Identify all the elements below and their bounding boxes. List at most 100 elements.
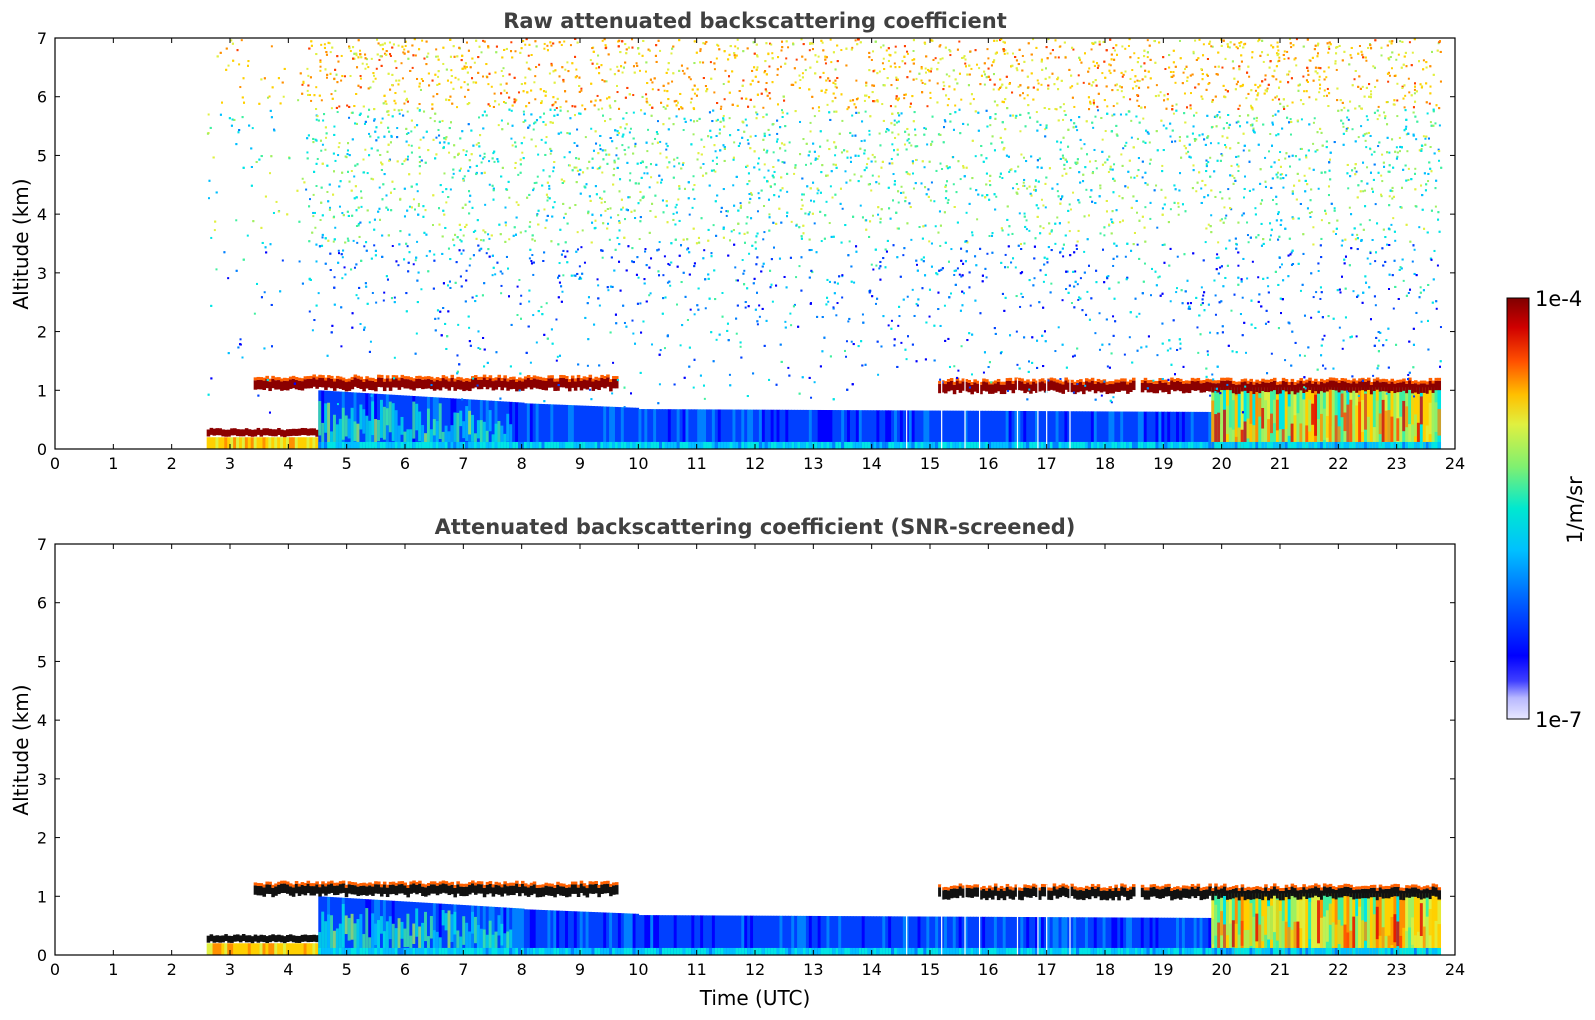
cloud-layer: [573, 381, 578, 391]
cloud-edge: [1099, 380, 1104, 384]
cloud-layer: [1405, 383, 1409, 394]
noise-speckle: [240, 39, 243, 42]
noise-speckle: [1214, 313, 1217, 316]
noise-speckle: [488, 105, 491, 108]
noise-speckle: [1224, 88, 1227, 91]
surface-layer: [388, 441, 393, 449]
boundary-layer-column: [1196, 411, 1201, 449]
surface-layer: [330, 441, 334, 449]
aerosol-plume: [1267, 419, 1271, 449]
noise-speckle: [523, 113, 526, 116]
noise-speckle: [1016, 69, 1019, 72]
noise-speckle: [422, 136, 425, 139]
low-aerosol-layer: [283, 437, 287, 449]
cloud-layer: [538, 379, 543, 390]
surface-layer: [999, 441, 1004, 449]
boundary-layer-column: [1029, 411, 1033, 449]
noise-speckle: [638, 69, 641, 72]
boundary-layer-column: [685, 409, 690, 449]
cloud-layer: [535, 379, 540, 389]
noise-speckle: [1255, 119, 1258, 122]
noise-speckle: [1172, 112, 1175, 115]
noise-speckle: [1421, 85, 1424, 88]
surface-layer: [544, 441, 549, 449]
cloud-edge: [1084, 378, 1089, 382]
boundary-layer-column: [585, 405, 590, 449]
low-aerosol-layer: [274, 437, 278, 449]
boundary-layer-column: [1120, 411, 1124, 449]
cloud-edge: [594, 376, 598, 380]
noise-speckle: [1202, 43, 1205, 46]
noise-speckle: [338, 105, 341, 108]
surface-layer: [1331, 441, 1336, 449]
noise-speckle: [1378, 339, 1381, 342]
noise-speckle: [1156, 226, 1159, 229]
noise-speckle: [911, 288, 914, 291]
noise-speckle: [1248, 75, 1251, 78]
cloud-edge: [597, 377, 601, 381]
cloud-layer: [1187, 383, 1192, 394]
boundary-layer-column: [1055, 411, 1060, 449]
cloud-edge: [497, 374, 502, 378]
aerosol-plume: [1264, 400, 1268, 448]
noise-speckle: [1348, 206, 1351, 209]
boundary-layer-column: [421, 396, 425, 449]
noise-speckle: [562, 274, 565, 277]
noise-speckle: [352, 239, 355, 242]
cloud-edge: [518, 377, 522, 381]
surface-layer: [885, 441, 889, 449]
low-cloud-layer: [315, 429, 319, 437]
noise-speckle: [414, 259, 417, 262]
noise-speckle: [522, 110, 525, 113]
aerosol-plume: [1278, 429, 1283, 449]
noise-speckle: [601, 79, 604, 82]
cloud-layer: [1049, 380, 1054, 390]
noise-speckle: [976, 218, 979, 221]
surface-layer: [1026, 441, 1030, 449]
noise-speckle: [1388, 74, 1391, 77]
surface-layer: [988, 441, 992, 449]
noise-speckle: [950, 248, 953, 251]
noise-speckle: [1124, 70, 1127, 73]
noise-speckle: [763, 163, 766, 166]
surface-layer: [482, 441, 487, 449]
surface-layer: [955, 441, 960, 449]
noise-speckle: [1227, 188, 1230, 191]
noise-speckle: [326, 190, 329, 193]
noise-speckle: [649, 292, 652, 295]
boundary-layer-column: [1149, 411, 1154, 449]
surface-layer: [1178, 441, 1183, 449]
low-aerosol-layer: [241, 437, 246, 449]
cloud-edge: [573, 378, 578, 382]
noise-speckle: [915, 263, 918, 266]
surface-layer: [429, 441, 434, 449]
noise-speckle: [871, 153, 874, 156]
noise-speckle: [692, 175, 695, 178]
noise-speckle: [545, 302, 548, 305]
low-cloud-layer: [224, 429, 228, 437]
aerosol-plume: [1225, 405, 1230, 435]
boundary-layer-column: [579, 405, 584, 449]
cloud-edge: [479, 376, 484, 380]
cloud-edge: [1252, 381, 1256, 385]
noise-speckle: [596, 278, 599, 281]
noise-speckle: [1044, 128, 1047, 131]
cloud-edge: [1387, 380, 1392, 384]
noise-speckle: [1345, 127, 1348, 130]
noise-speckle: [497, 124, 500, 127]
noise-speckle: [341, 256, 344, 259]
cloud-layer: [1328, 380, 1333, 390]
cloud-layer: [1281, 380, 1286, 391]
noise-speckle: [629, 127, 632, 130]
noise-speckle: [1398, 136, 1401, 139]
noise-speckle: [357, 297, 360, 300]
noise-speckle: [1211, 45, 1214, 48]
noise-speckle: [915, 302, 918, 305]
boundary-layer-column: [1076, 411, 1080, 449]
noise-speckle: [576, 128, 579, 131]
aerosol-plume: [1211, 400, 1215, 446]
noise-speckle: [1174, 81, 1177, 84]
noise-speckle: [360, 205, 363, 208]
noise-speckle: [1103, 234, 1106, 237]
noise-speckle: [349, 75, 352, 78]
